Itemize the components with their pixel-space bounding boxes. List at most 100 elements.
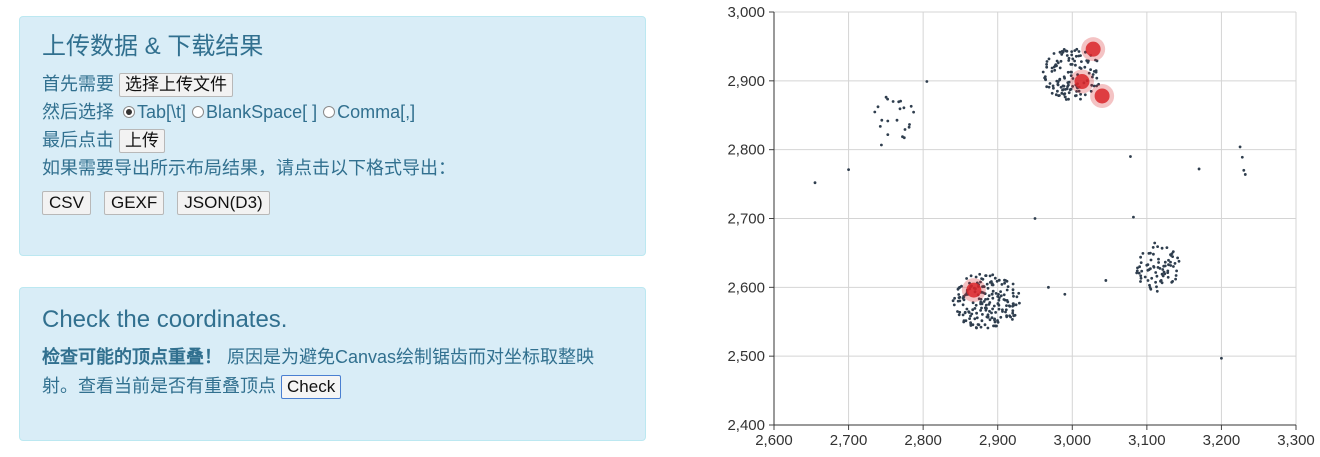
data-point [990, 283, 994, 287]
x-tick-label: 3,200 [1203, 432, 1241, 449]
data-point [1074, 94, 1078, 97]
data-point [971, 323, 975, 327]
data-point [1008, 314, 1011, 318]
data-point [1153, 241, 1157, 245]
data-point [1091, 75, 1094, 79]
data-point [973, 317, 977, 321]
data-point [965, 277, 968, 280]
data-point [1085, 59, 1089, 62]
data-point [1011, 309, 1015, 313]
data-point [979, 297, 983, 301]
data-point [961, 313, 965, 317]
data-point [1155, 289, 1159, 293]
data-point [903, 128, 907, 131]
data-point [878, 125, 882, 128]
radio-checked-icon[interactable] [123, 105, 136, 118]
radio-unchecked-icon[interactable] [323, 105, 336, 118]
data-point [991, 273, 995, 277]
data-point [956, 310, 959, 313]
y-tick-label: 2,700 [727, 211, 765, 228]
data-point [1242, 168, 1246, 172]
data-point [999, 315, 1003, 319]
data-point [1047, 57, 1051, 61]
data-point [1075, 90, 1078, 93]
data-point [925, 80, 929, 83]
data-point [996, 302, 1000, 306]
data-point [1150, 276, 1154, 280]
data-point [1052, 52, 1056, 55]
data-point [962, 298, 966, 302]
scatter-chart[interactable]: 2,600 2,700 2,800 2,900 3,000 3,100 3,200 3,300… [700, 0, 1320, 457]
data-point [895, 118, 899, 122]
export-csv-button[interactable]: CSV [42, 191, 91, 216]
data-point [886, 119, 890, 123]
data-point [1064, 49, 1068, 53]
data-point [1157, 261, 1160, 264]
data-point [988, 309, 991, 313]
data-point [979, 280, 982, 284]
step3-label: 最后点击 [42, 129, 114, 150]
data-point [1095, 84, 1098, 88]
data-point [977, 323, 981, 327]
data-point [1157, 257, 1160, 261]
data-point [1104, 279, 1108, 282]
data-point [1058, 50, 1062, 54]
data-point [1166, 275, 1170, 279]
data-point [1163, 260, 1167, 264]
separator-comma-radio[interactable]: Comma[,] [319, 98, 415, 126]
data-point [1041, 70, 1045, 74]
data-point [982, 285, 986, 288]
data-point [975, 316, 979, 320]
data-point [1077, 89, 1081, 93]
data-point [953, 296, 956, 300]
data-point [886, 97, 889, 101]
data-point [1062, 88, 1065, 91]
data-point [1066, 81, 1070, 84]
data-point [1054, 93, 1058, 97]
data-point [1069, 70, 1073, 74]
separator-blankspace-radio[interactable]: BlankSpace[ ] [188, 98, 317, 126]
data-point [898, 107, 902, 111]
data-point [1048, 82, 1052, 85]
y-tick-label: 2,800 [727, 142, 765, 159]
data-point [1169, 264, 1173, 267]
data-point [1160, 281, 1164, 285]
data-point [899, 99, 902, 103]
data-point [956, 299, 960, 303]
data-point [1068, 88, 1072, 92]
data-point [1197, 167, 1201, 171]
upload-button[interactable]: 上传 [119, 129, 166, 154]
export-json-button[interactable]: JSON(D3) [177, 191, 270, 216]
data-point [979, 325, 983, 329]
data-point [1139, 255, 1142, 259]
data-point [999, 294, 1003, 298]
data-point [987, 294, 991, 297]
data-point [1045, 85, 1049, 89]
radio-unchecked-icon[interactable] [192, 105, 205, 118]
data-point [1056, 61, 1060, 65]
data-point [988, 274, 992, 278]
data-point [1079, 92, 1082, 96]
data-point [902, 106, 906, 110]
data-point [997, 307, 1001, 311]
data-point [1173, 262, 1177, 265]
separator-tab-radio[interactable]: Tab[\t] [119, 98, 186, 126]
y-tick-label: 2,900 [727, 73, 765, 90]
data-point [1052, 86, 1055, 90]
data-point [1171, 250, 1175, 254]
data-point [957, 293, 961, 296]
data-point [957, 313, 961, 317]
data-point [1240, 155, 1244, 159]
choose-file-button[interactable]: 选择上传文件 [119, 73, 234, 98]
data-point [1161, 268, 1165, 271]
data-point [1004, 308, 1008, 312]
export-gexf-button[interactable]: GEXF [103, 191, 165, 216]
data-point [985, 282, 989, 286]
separator-tab-label: Tab[\t] [137, 101, 187, 122]
check-panel-title: Check the coordinates. [42, 306, 288, 333]
check-button[interactable]: Check [281, 375, 342, 400]
data-point [1066, 70, 1070, 74]
data-point [1001, 310, 1004, 313]
data-point [1004, 310, 1007, 314]
data-point [873, 110, 877, 114]
